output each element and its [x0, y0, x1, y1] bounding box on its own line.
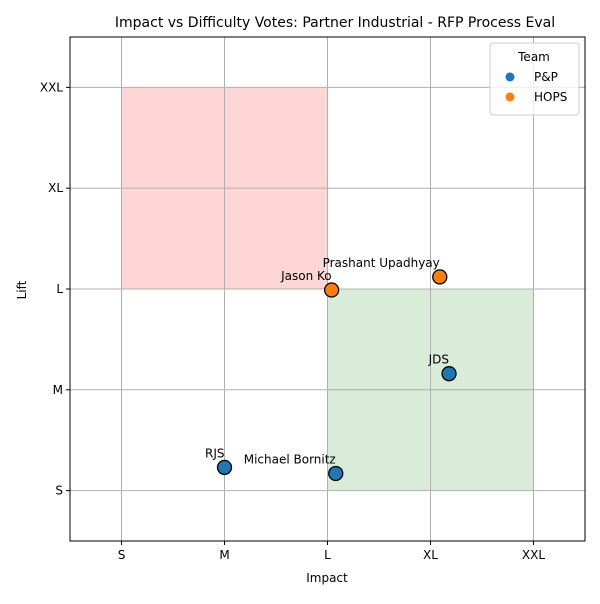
point-label: Michael Bornitz [244, 452, 336, 466]
point-label: Jason Ko [280, 269, 332, 283]
x-axis-label: Impact [306, 571, 348, 585]
y-tick-label: S [55, 484, 63, 498]
y-tick-label: XL [48, 181, 63, 195]
y-axis-label: Lift [15, 280, 29, 299]
y-tick-label: L [56, 282, 63, 296]
point-label: JDS [428, 353, 449, 367]
y-tick-label: M [53, 383, 63, 397]
legend-marker [505, 72, 515, 82]
x-tick-label: L [324, 548, 331, 562]
point-label: RJS [205, 446, 225, 460]
data-point [441, 366, 457, 382]
y-axis-ticks: S M L XL XXL [40, 80, 70, 498]
legend-items: P&P HOPS [505, 70, 567, 104]
x-tick-label: XXL [522, 548, 545, 562]
x-tick-label: S [118, 548, 126, 562]
data-point [432, 269, 448, 285]
legend-title: Team [517, 50, 550, 64]
legend-label: P&P [534, 70, 558, 84]
x-tick-label: M [219, 548, 229, 562]
point-label: Prashant Upadhyay [323, 256, 440, 270]
legend-label: HOPS [534, 90, 567, 104]
data-points [216, 269, 457, 482]
legend: Team P&P HOPS [489, 42, 580, 116]
data-point [328, 465, 344, 482]
x-tick-label: XL [423, 548, 438, 562]
data-point [323, 282, 340, 298]
data-point [216, 459, 233, 476]
y-tick-label: XXL [40, 80, 63, 94]
legend-marker [505, 92, 515, 102]
chart-title: Impact vs Difficulty Votes: Partner Indu… [115, 15, 555, 31]
x-axis-ticks: S M L XL XXL [118, 541, 545, 562]
